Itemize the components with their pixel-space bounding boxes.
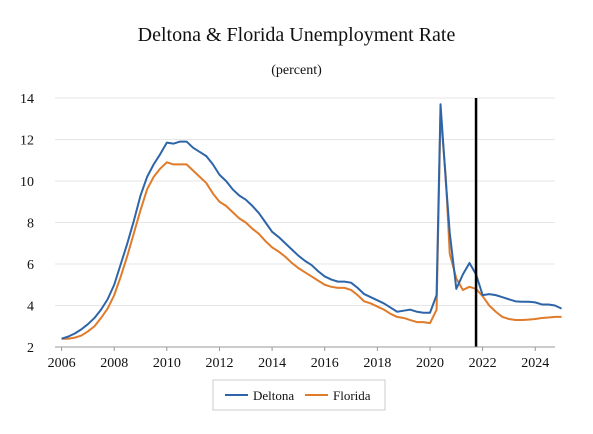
y-tick-label-8: 8: [27, 217, 34, 232]
x-tick-label-2006: 2006: [48, 356, 76, 371]
y-tick-label-14: 14: [20, 92, 34, 107]
gridlines: [55, 97, 555, 348]
y-tick-label-4: 4: [27, 300, 34, 315]
legend-label-florida: Florida: [333, 388, 371, 403]
x-tick-label-2018: 2018: [363, 356, 391, 371]
y-tick-label-10: 10: [20, 175, 34, 190]
x-tick-label-2012: 2012: [205, 356, 233, 371]
y-tick-label-2: 2: [27, 341, 34, 356]
y-tick-label-12: 12: [20, 134, 34, 149]
x-tick-label-2008: 2008: [100, 356, 128, 371]
axes: 2 4 6 8 10 12 14 2006 2008 2010 2012 2014 2016 2018 20…: [20, 92, 555, 371]
series-line-florida: [61, 111, 562, 340]
x-tick-label-2022: 2022: [469, 356, 497, 371]
x-tick-label-2010: 2010: [153, 356, 181, 371]
x-tick-label-2016: 2016: [311, 356, 339, 371]
legend-label-deltona: Deltona: [253, 388, 294, 403]
chart-title: Deltona & Florida Unemployment Rate: [137, 24, 456, 46]
legend: Deltona Florida: [212, 379, 386, 411]
x-tick-label-2020: 2020: [416, 356, 444, 371]
y-tick-label-6: 6: [27, 258, 34, 273]
x-tick-label-2024: 2024: [521, 356, 549, 371]
x-tick-label-2014: 2014: [258, 356, 286, 371]
chart-subtitle: (percent): [271, 63, 322, 78]
